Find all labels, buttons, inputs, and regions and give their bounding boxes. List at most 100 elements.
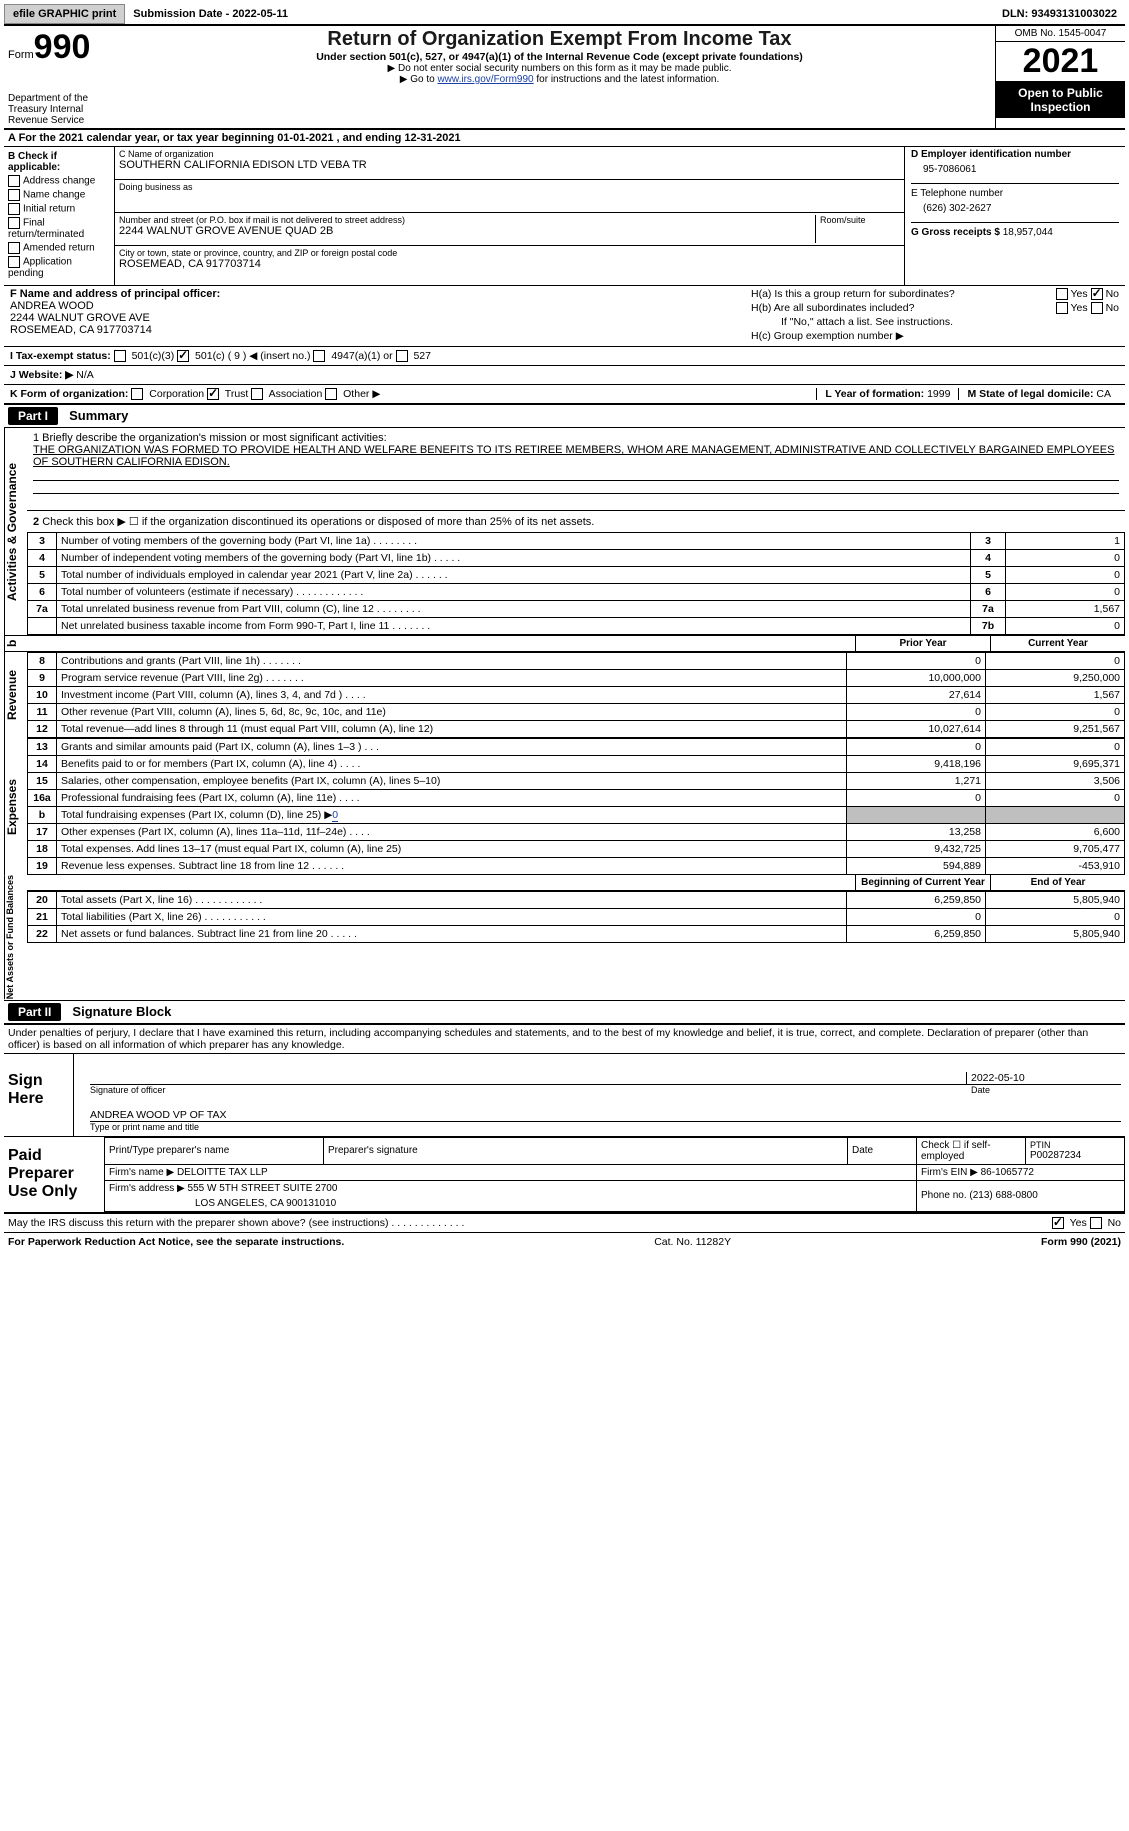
k-trust: Trust [225, 388, 249, 400]
irs-link[interactable]: www.irs.gov/Form990 [437, 74, 533, 85]
cat-no: Cat. No. 11282Y [654, 1236, 731, 1248]
revenue-table: 8 Contributions and grants (Part VIII, l… [27, 652, 1125, 738]
checkbox-4947[interactable] [313, 350, 325, 362]
line-num: 5 [28, 567, 57, 584]
line-current: 6,600 [986, 824, 1125, 841]
b-item: Amended return [23, 243, 95, 254]
checkbox-discuss-no[interactable] [1090, 1217, 1102, 1229]
dept-treasury: Department of the Treasury Internal Reve… [8, 67, 120, 126]
website: N/A [76, 369, 94, 381]
checkbox-501c[interactable] [177, 350, 189, 362]
line-value: 0 [1006, 567, 1125, 584]
omb-number: OMB No. 1545-0047 [996, 26, 1125, 42]
section-i: I Tax-exempt status: 501(c)(3) 501(c) ( … [4, 347, 1125, 366]
submission-date: Submission Date - 2022-05-11 [125, 4, 296, 24]
line-num: 8 [28, 653, 57, 670]
line2: Check this box ▶ ☐ if the organization d… [42, 516, 594, 528]
line-current: -453,910 [986, 858, 1125, 875]
line-num: 3 [28, 533, 57, 550]
e-label: E Telephone number [911, 188, 1119, 199]
sidebar-netassets: Net Assets or Fund Balances [4, 875, 27, 999]
date-label: Date [971, 1085, 1121, 1095]
line-num: 20 [28, 892, 57, 909]
k-corp: Corporation [149, 388, 204, 400]
checkbox-corp[interactable] [131, 388, 143, 400]
line-current: 9,705,477 [986, 841, 1125, 858]
line-prior: 27,614 [847, 687, 986, 704]
checkbox-hb-no[interactable] [1091, 302, 1103, 314]
sidebar-revenue: Revenue [4, 652, 27, 738]
open-to-public: Open to Public Inspection [996, 82, 1125, 118]
line-text: Total unrelated business revenue from Pa… [57, 601, 971, 618]
form-title: Return of Organization Exempt From Incom… [130, 28, 989, 51]
checkbox-address-change[interactable] [8, 175, 20, 187]
line-current: 0 [986, 790, 1125, 807]
part-i-header: Part I Summary [4, 405, 1125, 428]
checkbox-discuss-yes[interactable] [1052, 1217, 1064, 1229]
c-name-label: C Name of organization [119, 149, 900, 159]
line-num: 7a [28, 601, 57, 618]
sidebar-expenses: Expenses [4, 738, 27, 875]
checkbox-final-return[interactable] [8, 217, 20, 229]
form-header: Form990 Department of the Treasury Inter… [4, 26, 1125, 130]
hc-label: H(c) Group exemption number ▶ [751, 330, 1119, 342]
checkbox-501c3[interactable] [114, 350, 126, 362]
end-year-header: End of Year [990, 875, 1125, 890]
line-num: 16a [28, 790, 57, 807]
sig-date: 2022-05-10 [966, 1072, 1121, 1084]
checkbox-trust[interactable] [207, 388, 219, 400]
line-text: Number of independent voting members of … [57, 550, 971, 567]
line-num: 9 [28, 670, 57, 687]
checkbox-527[interactable] [396, 350, 408, 362]
checkbox-ha-no[interactable] [1091, 288, 1103, 300]
netassets-table: 20 Total assets (Part X, line 16) . . . … [27, 891, 1125, 943]
dba-label: Doing business as [119, 182, 900, 192]
line-prior: 0 [847, 653, 986, 670]
k-label: K Form of organization: [10, 388, 128, 400]
checkbox-assoc[interactable] [251, 388, 263, 400]
line-ref: 7b [971, 618, 1006, 635]
preparer-table: Print/Type preparer's name Preparer's si… [104, 1137, 1125, 1212]
mission-block: 1 Briefly describe the organization's mi… [27, 428, 1125, 511]
line-prior: 0 [847, 704, 986, 721]
j-label: J Website: ▶ [10, 369, 73, 381]
line-num: 11 [28, 704, 57, 721]
section-j: J Website: ▶ N/A [4, 366, 1125, 385]
part-ii-header: Part II Signature Block [4, 1001, 1125, 1025]
note2-pre: ▶ Go to [400, 74, 438, 85]
line-ref: 6 [971, 584, 1006, 601]
signature-block: Under penalties of perjury, I declare th… [4, 1025, 1125, 1214]
checkbox-other[interactable] [325, 388, 337, 400]
i-label: I Tax-exempt status: [10, 350, 111, 362]
i-4947: 4947(a)(1) or [331, 350, 392, 362]
form-subtitle: Under section 501(c), 527, or 4947(a)(1)… [130, 51, 989, 63]
room-label: Room/suite [820, 215, 900, 225]
addr-label: Number and street (or P.O. box if mail i… [119, 215, 815, 225]
org-name: SOUTHERN CALIFORNIA EDISON LTD VEBA TR [119, 159, 900, 171]
line-num: 18 [28, 841, 57, 858]
checkbox-ha-yes[interactable] [1056, 288, 1068, 300]
efile-print-button[interactable]: efile GRAPHIC print [4, 4, 125, 24]
checkbox-initial-return[interactable] [8, 203, 20, 215]
checkbox-app-pending[interactable] [8, 256, 20, 268]
line-text: Salaries, other compensation, employee b… [57, 773, 847, 790]
part-i-title: Summary [61, 408, 128, 423]
line-num: 6 [28, 584, 57, 601]
discuss-text: May the IRS discuss this return with the… [8, 1217, 464, 1229]
line-num: 10 [28, 687, 57, 704]
checkbox-amended[interactable] [8, 242, 20, 254]
current-year-header: Current Year [990, 636, 1125, 651]
line-num: 13 [28, 739, 57, 756]
b-item: Initial return [23, 204, 75, 215]
line-text: Total revenue—add lines 8 through 11 (mu… [57, 721, 847, 738]
mission-text: THE ORGANIZATION WAS FORMED TO PROVIDE H… [33, 444, 1119, 468]
line-text: Investment income (Part VIII, column (A)… [57, 687, 847, 704]
firm-ein: 86-1065772 [981, 1167, 1034, 1178]
checkbox-hb-yes[interactable] [1056, 302, 1068, 314]
firm-name: DELOITTE TAX LLP [177, 1167, 268, 1178]
f-label: F Name and address of principal officer: [10, 288, 739, 300]
line-current: 0 [986, 704, 1125, 721]
yes-label: Yes [1070, 1217, 1087, 1229]
checkbox-name-change[interactable] [8, 189, 20, 201]
line-prior: 9,432,725 [847, 841, 986, 858]
